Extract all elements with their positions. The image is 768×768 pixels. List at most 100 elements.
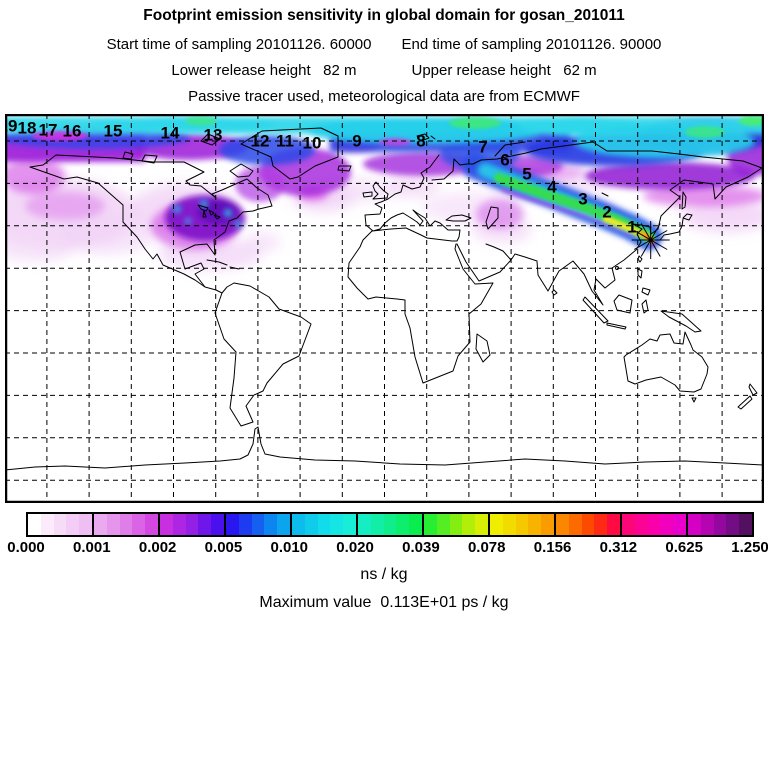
colorbar-cell [277,514,290,535]
colorbar-tick-label: 0.010 [270,539,309,556]
colorbar-tick-label: 0.020 [336,539,374,556]
trajectory-point-label: 4 [547,178,557,197]
colorbar-tick-label: 0.000 [7,539,45,556]
colorbar-cell [581,514,595,535]
colorbar-cell [238,514,252,535]
colorbar-segment [358,514,424,535]
trajectory-point-label: 12 [251,132,270,151]
colorbar-cell [475,514,488,535]
colorbar-cell [292,514,305,535]
colorbar-segment [490,514,556,535]
colorbar-cell [106,514,120,535]
colorbar-segment [160,514,226,535]
start-time-text: Start time of sampling 20101126. 60000 [106,36,372,53]
trajectory-point-label: 18 [18,119,37,138]
colorbar-tick-label: 0.001 [73,539,111,556]
colorbar-tick-label: 0.156 [533,539,572,556]
lower-release-text: Lower release height 82 m [171,62,357,79]
trajectory-point-label: 7 [478,138,487,157]
colorbar-cell [607,514,620,535]
colorbar-cell [251,514,265,535]
colorbar-cell [490,514,503,535]
tracer-info-line: Passive tracer used, meteorological data… [188,88,580,105]
colorbar-cell [528,514,542,535]
colorbar-cell [515,514,529,535]
colorbar-cell [343,514,356,535]
map-svg: 12345678910111213141516171819 [0,113,768,504]
colorbar-cell [541,514,554,535]
colorbar-cell [172,514,186,535]
trajectory-point-label: 5 [522,165,531,184]
colorbar-cell [317,514,331,535]
colorbar-tick-label: 0.039 [402,539,440,556]
map-border [4,113,765,504]
max-value-label: Maximum value 0.113E+01 ps / kg [259,594,509,611]
release-heights-line: Lower release height 82 m Upper release … [0,62,768,79]
trajectory-point-label: 10 [303,134,322,153]
figure-title: Footprint emission sensitivity in global… [143,7,625,24]
trajectory-numbers: 12345678910111213141516171819 [0,117,637,237]
graticule [5,114,764,503]
colorbar-cell [211,514,224,535]
colorbar-tick-label: 0.625 [665,539,703,556]
colorbar-cell [726,514,740,535]
trajectory-point-label: 19 [5,117,17,136]
colorbar-cell [647,514,661,535]
colorbar-cell [79,514,92,535]
colorbar-cell [568,514,582,535]
trajectory-point-label: 8 [416,132,425,151]
colorbar [26,512,754,537]
colorbar-tick-label: 0.002 [138,539,177,556]
colorbar-cell [673,514,686,535]
colorbar-segment [28,514,94,535]
trajectory-point-label: 9 [352,132,361,151]
colorbar-cell [145,514,158,535]
colorbar-cell [40,514,54,535]
colorbar-tick-label: 0.312 [599,539,638,556]
colorbar-segment [424,514,490,535]
colorbar-cell [713,514,727,535]
sampling-times-line: Start time of sampling 20101126. 60000 E… [0,36,768,53]
colorbar-cell [28,514,41,535]
colorbar-cell [409,514,422,535]
colorbar-units-label: ns / kg [360,566,408,583]
colorbar-tick-label: 1.250 [731,539,768,556]
colorbar-cell [660,514,674,535]
colorbar-cell [370,514,384,535]
trajectory-point-label: 13 [204,126,223,145]
colorbar-cell [132,514,146,535]
colorbar-segment [688,514,752,535]
trajectory-point-label: 1 [627,218,636,237]
trajectory-point-label: 14 [161,124,180,143]
world-map: 12345678910111213141516171819 [0,113,768,504]
colorbar-cell [622,514,635,535]
trajectory-point-label: 17 [39,121,58,140]
colorbar-cell [634,514,648,535]
colorbar-segment [94,514,160,535]
colorbar-cell [449,514,463,535]
colorbar-cell [396,514,410,535]
colorbar-cell [304,514,318,535]
colorbar-segment [292,514,358,535]
station-marker [631,221,670,259]
colorbar-cell [358,514,371,535]
trajectory-point-label: 3 [578,190,587,209]
colorbar-cell [119,514,133,535]
trajectory-point-label: 15 [104,122,123,141]
trajectory-point-label: 6 [500,151,509,170]
colorbar-cell [424,514,437,535]
colorbar-cell [226,514,239,535]
colorbar-cell [185,514,199,535]
colorbar-cell [502,514,516,535]
trajectory-point-label: 2 [602,203,611,222]
colorbar-cell [700,514,714,535]
colorbar-tick-label: 0.005 [204,539,243,556]
colorbar-cell [198,514,212,535]
colorbar-segment [556,514,622,535]
colorbar-cell [462,514,476,535]
colorbar-cell [739,514,752,535]
trajectory-point-label: 16 [63,122,82,141]
colorbar-cell [436,514,450,535]
colorbar-cell [594,514,608,535]
colorbar-segment [226,514,292,535]
